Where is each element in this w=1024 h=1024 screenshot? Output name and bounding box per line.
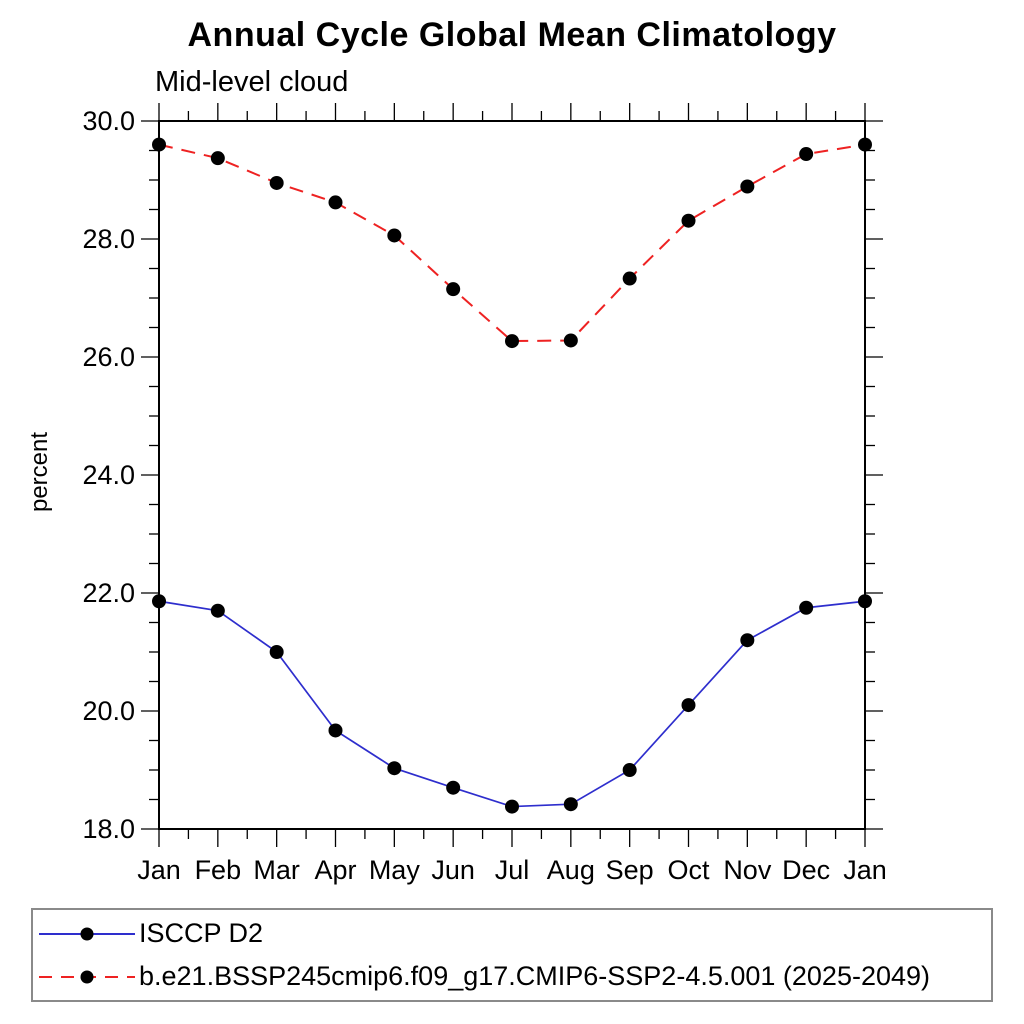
- plot-border: [158, 120, 866, 830]
- data-point-series-1-Aug: [563, 333, 578, 348]
- y-tick-label: 18.0: [82, 814, 135, 844]
- data-point-series-1-Feb: [210, 151, 225, 166]
- x-tick-label: Oct: [667, 855, 710, 885]
- legend-label-model: b.e21.BSSP245cmip6.f09_g17.CMIP6-SSP2-4.…: [139, 961, 931, 991]
- data-point-series-0-Oct: [681, 698, 696, 713]
- data-point-series-0-Sep: [622, 763, 637, 777]
- data-point-series-1-Jan: [858, 137, 872, 152]
- data-point-series-0-Jul: [505, 799, 519, 814]
- legend-label-isccp-d2: ISCCP D2: [139, 918, 264, 948]
- y-tick-label: 22.0: [82, 578, 135, 608]
- data-point-series-1-Jul: [505, 334, 519, 349]
- x-tick-label: Feb: [195, 855, 242, 885]
- x-tick-label: Jul: [495, 855, 530, 885]
- data-point-series-0-Aug: [563, 797, 578, 812]
- data-point-series-1-Sep: [622, 271, 637, 286]
- data-point-series-0-Nov: [740, 633, 755, 648]
- x-tick-label: Jan: [843, 855, 887, 885]
- data-point-series-1-May: [387, 228, 402, 243]
- x-tick-label: Jun: [431, 855, 475, 885]
- y-tick-label: 30.0: [82, 106, 135, 136]
- chart-title: Annual Cycle Global Mean Climatology: [187, 16, 837, 54]
- legend-entry-isccp-d2: ISCCP D2: [33, 912, 991, 955]
- data-point-series-0-Jan: [858, 594, 872, 609]
- data-point-series-1-Jan: [152, 137, 166, 152]
- data-point-series-1-Jun: [446, 282, 461, 297]
- x-tick-label: Dec: [782, 855, 830, 885]
- x-tick-label: Nov: [723, 855, 772, 885]
- y-tick-label: 28.0: [82, 224, 135, 254]
- data-point-series-0-Feb: [210, 603, 225, 618]
- data-point-series-0-Jun: [446, 780, 461, 795]
- x-tick-label: Apr: [314, 855, 356, 885]
- series-line-0: [158, 600, 866, 808]
- data-point-series-0-Dec: [799, 600, 814, 615]
- data-point-series-1-Oct: [681, 213, 696, 228]
- x-tick-label: Sep: [606, 855, 654, 885]
- data-point-series-1-Nov: [740, 179, 755, 194]
- legend-entry-model: b.e21.BSSP245cmip6.f09_g17.CMIP6-SSP2-4.…: [33, 955, 991, 998]
- data-point-series-1-Apr: [328, 195, 343, 210]
- data-point-series-0-May: [387, 761, 402, 776]
- data-point-series-1-Dec: [799, 147, 814, 162]
- y-tick-label: 26.0: [82, 342, 135, 372]
- legend: ISCCP D2 b.e21.BSSP245cmip6.f09_g17.CMIP…: [31, 908, 993, 1002]
- series-line-1: [158, 143, 866, 343]
- chart-subtitle: Mid-level cloud: [155, 66, 349, 98]
- data-point-series-0-Jan: [152, 594, 166, 609]
- x-tick-label: Aug: [547, 855, 595, 885]
- legend-swatch-solid-line-icon: [39, 927, 135, 940]
- y-tick-label: 24.0: [82, 460, 135, 490]
- x-tick-label: Jan: [137, 855, 181, 885]
- x-tick-label: Mar: [253, 855, 300, 885]
- y-tick-label: 20.0: [82, 696, 135, 726]
- data-point-series-0-Apr: [328, 723, 343, 738]
- data-point-series-0-Mar: [269, 645, 284, 659]
- legend-swatch-dashed-line-icon: [39, 970, 135, 983]
- x-tick-label: May: [369, 855, 421, 885]
- data-point-series-1-Mar: [269, 175, 284, 190]
